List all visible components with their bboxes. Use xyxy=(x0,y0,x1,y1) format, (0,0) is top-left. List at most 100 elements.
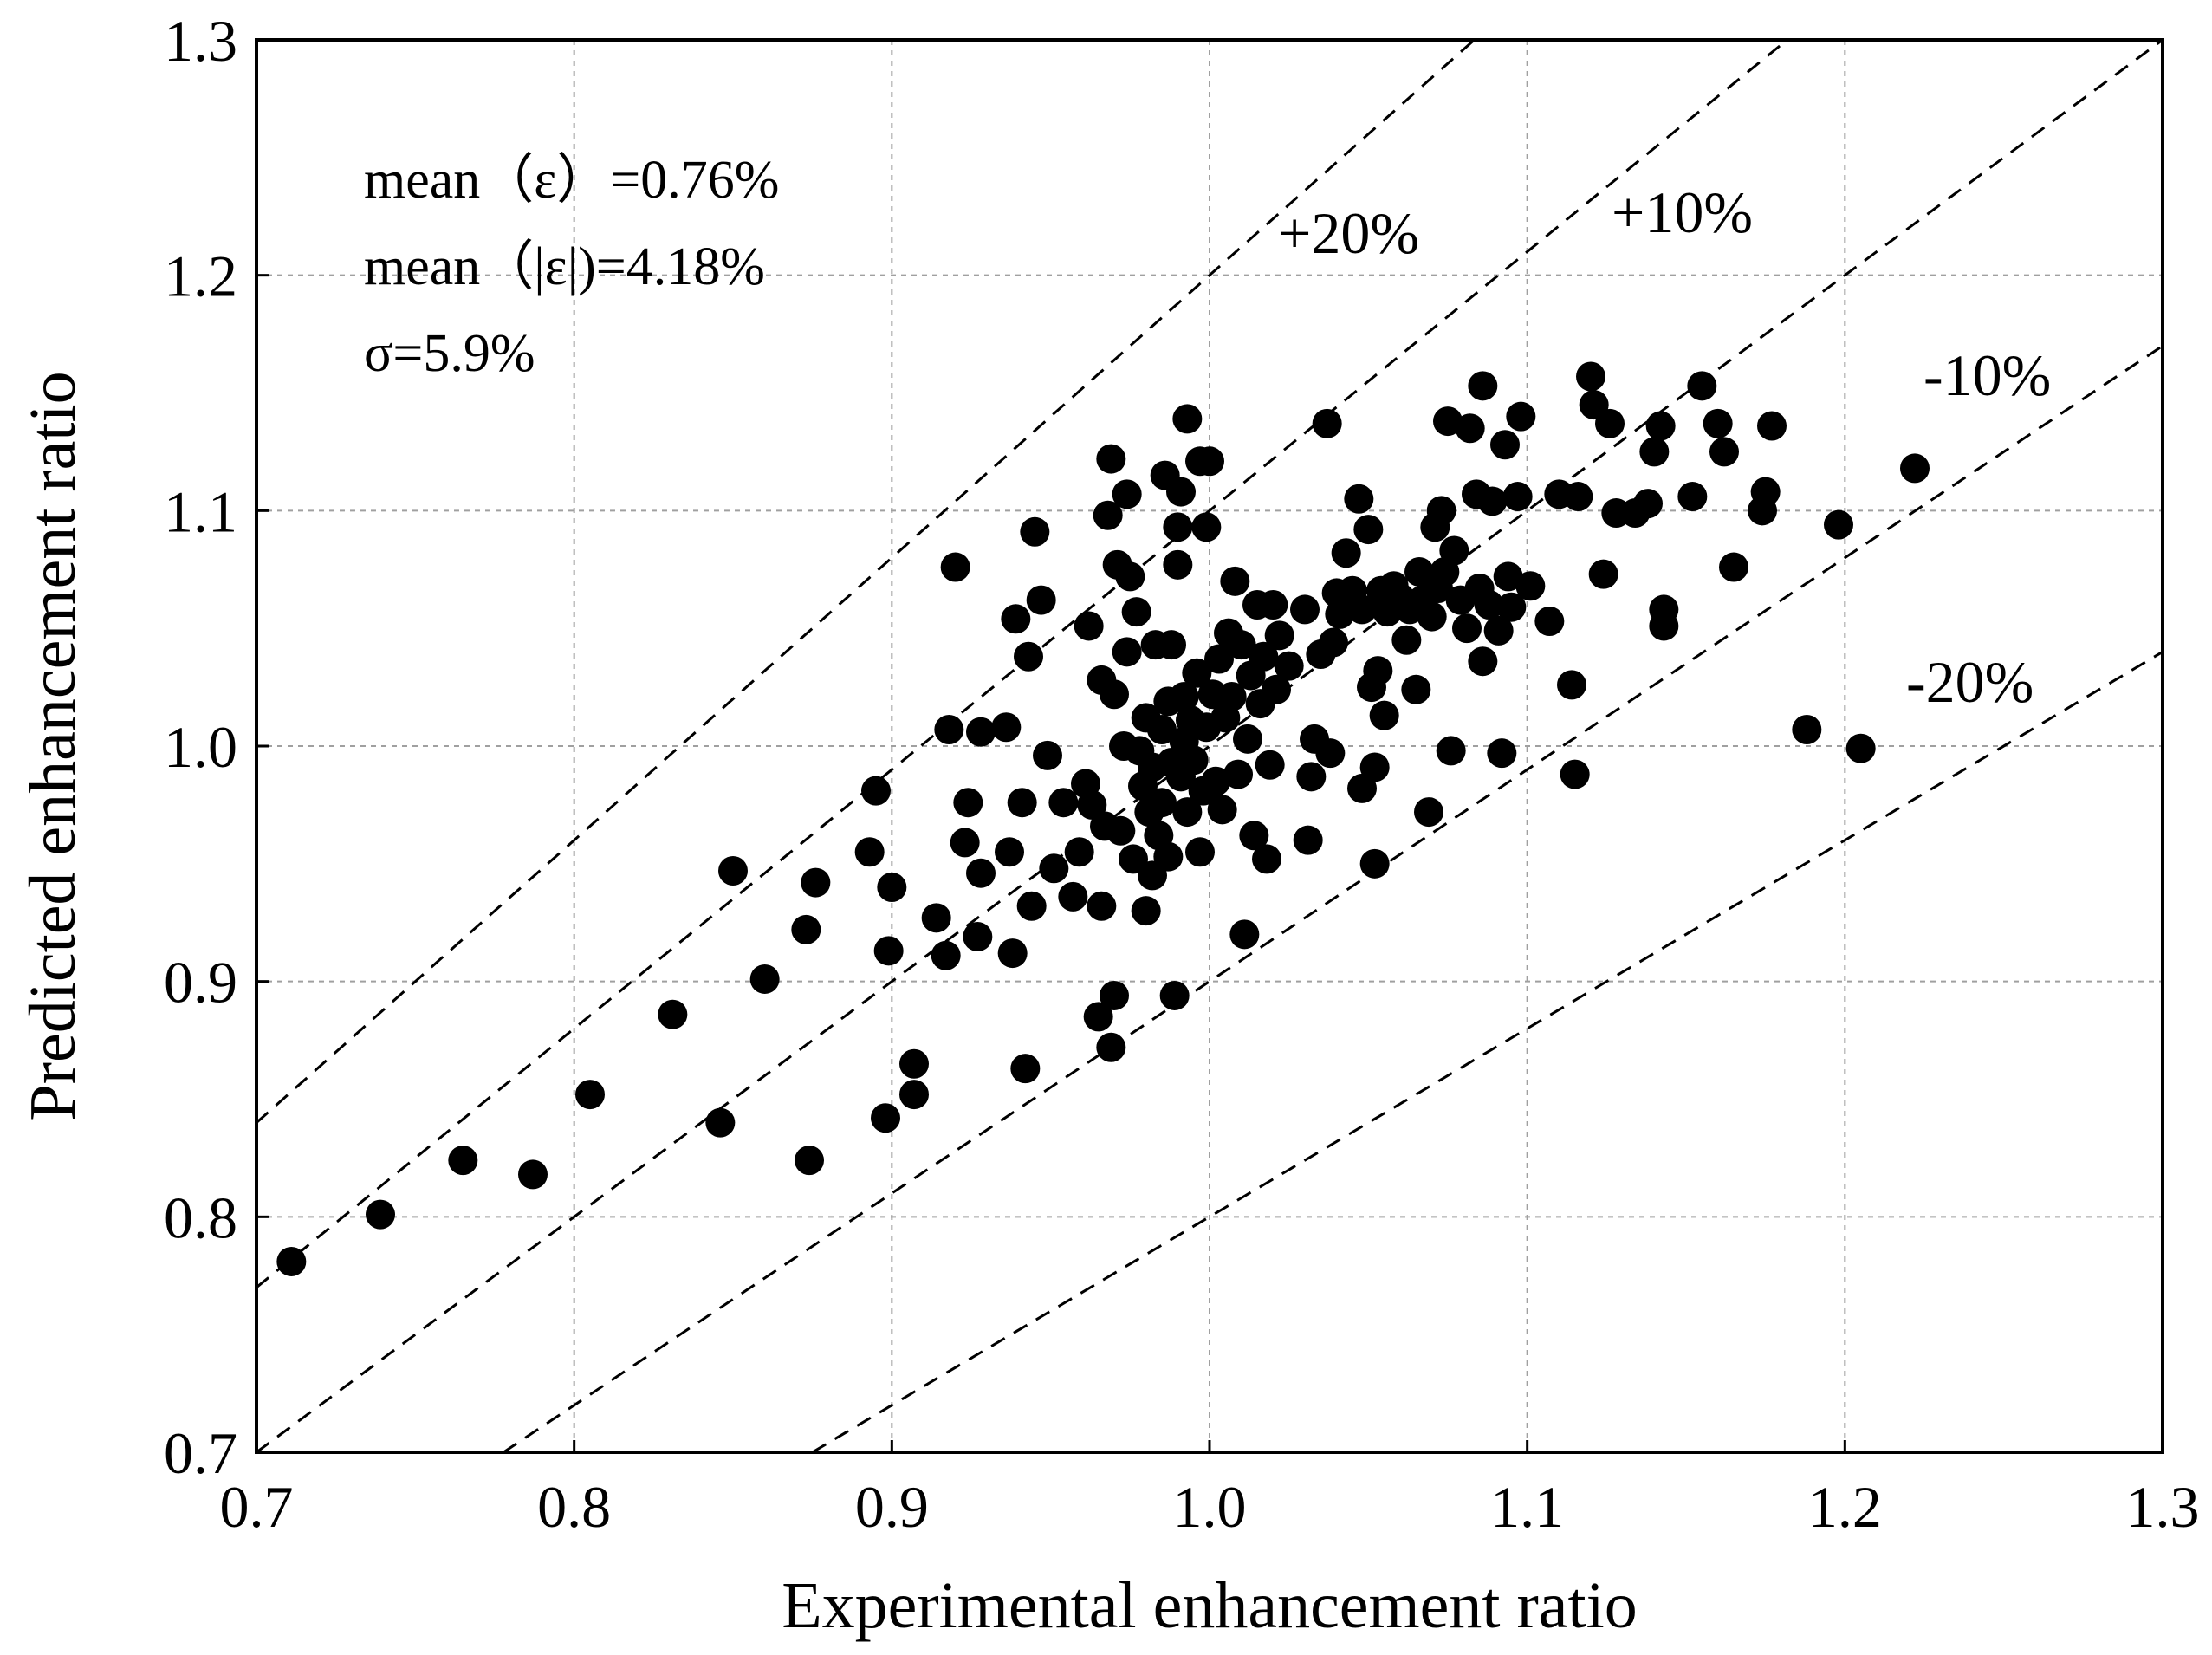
data-point xyxy=(1436,736,1466,766)
data-point xyxy=(1112,637,1142,667)
data-point xyxy=(1163,512,1193,542)
data-point xyxy=(448,1146,478,1176)
data-point xyxy=(1093,500,1123,530)
data-point xyxy=(1391,625,1422,655)
data-point xyxy=(940,552,970,582)
data-point xyxy=(1426,496,1456,526)
data-point xyxy=(575,1080,605,1110)
y-tick-label: 1.0 xyxy=(164,714,237,780)
data-point xyxy=(1703,408,1733,438)
stat-mean-error: mean（ε）=0.76% xyxy=(364,151,779,210)
data-point xyxy=(1195,446,1224,477)
data-point xyxy=(1112,479,1142,509)
data-point xyxy=(1220,566,1250,596)
x-tick-label: 0.9 xyxy=(855,1474,929,1540)
data-point xyxy=(791,914,821,944)
data-point xyxy=(658,999,688,1029)
data-point xyxy=(1845,733,1876,763)
data-point xyxy=(1363,656,1393,686)
stat-mean-abs-error: mean（|ε|)=4.18% xyxy=(364,237,765,296)
data-point xyxy=(1249,641,1279,672)
data-point xyxy=(995,837,1024,867)
data-point xyxy=(1588,559,1618,589)
data-point xyxy=(1115,561,1145,592)
data-point xyxy=(1468,646,1498,677)
data-points xyxy=(276,361,1930,1276)
reference-line xyxy=(256,38,1476,1124)
data-point xyxy=(1258,590,1288,620)
data-point xyxy=(1709,437,1739,467)
data-point xyxy=(1185,837,1215,867)
data-point xyxy=(1347,594,1377,625)
data-point xyxy=(1010,1054,1041,1084)
data-point xyxy=(1900,453,1930,484)
data-point xyxy=(1048,788,1079,818)
data-point xyxy=(1502,482,1533,512)
data-point xyxy=(1121,597,1151,627)
data-point xyxy=(1687,371,1717,401)
data-point xyxy=(1182,658,1212,688)
data-point xyxy=(1369,700,1399,730)
data-point xyxy=(966,717,996,747)
data-point xyxy=(1026,585,1056,615)
data-point xyxy=(1264,620,1294,651)
data-point xyxy=(1576,361,1605,392)
stats-box: mean（ε）=0.76% mean（|ε|)=4.18% σ=5.9% xyxy=(364,151,779,383)
data-point xyxy=(1274,651,1304,681)
data-point xyxy=(1163,549,1193,580)
data-point xyxy=(1077,789,1107,820)
data-point xyxy=(1474,590,1504,620)
data-point xyxy=(997,938,1028,969)
data-point xyxy=(1312,408,1342,438)
band-label-minus20: -20% xyxy=(1906,649,2034,715)
data-point xyxy=(1226,630,1256,660)
data-point xyxy=(1223,759,1253,789)
data-point xyxy=(1147,788,1177,818)
data-point xyxy=(1153,841,1184,872)
data-point xyxy=(1452,613,1482,644)
data-point xyxy=(1262,674,1291,704)
data-point xyxy=(1039,853,1069,884)
reference-line xyxy=(256,38,2163,1454)
data-point xyxy=(1172,404,1203,434)
data-point xyxy=(1106,815,1136,846)
y-axis-title: Predicted enhancement ratio xyxy=(16,371,89,1120)
data-point xyxy=(899,1080,929,1110)
data-point xyxy=(795,1146,824,1176)
data-point xyxy=(1595,408,1625,438)
data-point xyxy=(1455,413,1485,444)
data-point xyxy=(854,837,885,867)
data-point xyxy=(1207,795,1237,825)
data-point xyxy=(1147,714,1177,744)
data-point xyxy=(871,1103,900,1133)
data-point xyxy=(1216,681,1247,711)
data-point xyxy=(1100,980,1129,1010)
data-point xyxy=(1824,509,1853,540)
data-point xyxy=(1417,601,1447,632)
data-point xyxy=(1239,821,1269,851)
data-point xyxy=(1315,738,1346,769)
data-point xyxy=(705,1107,736,1138)
data-point xyxy=(877,873,907,902)
data-point xyxy=(1515,571,1546,601)
x-tick-label: 0.7 xyxy=(220,1474,294,1540)
data-point xyxy=(991,712,1022,743)
data-point xyxy=(1100,679,1129,710)
data-point xyxy=(1119,844,1148,874)
data-point xyxy=(1233,724,1262,754)
data-point xyxy=(1169,681,1199,711)
data-point xyxy=(1290,594,1320,625)
data-point xyxy=(1201,766,1231,796)
data-point xyxy=(1649,611,1679,641)
data-point xyxy=(1677,482,1708,512)
data-point xyxy=(1719,552,1748,582)
data-point xyxy=(1353,515,1384,545)
data-point xyxy=(1433,406,1463,437)
data-point xyxy=(1014,641,1043,672)
data-point xyxy=(1404,556,1434,587)
data-point xyxy=(1007,788,1037,818)
reference-line xyxy=(256,38,1788,1288)
y-tick-label: 1.3 xyxy=(164,8,237,74)
data-point xyxy=(1483,615,1514,646)
